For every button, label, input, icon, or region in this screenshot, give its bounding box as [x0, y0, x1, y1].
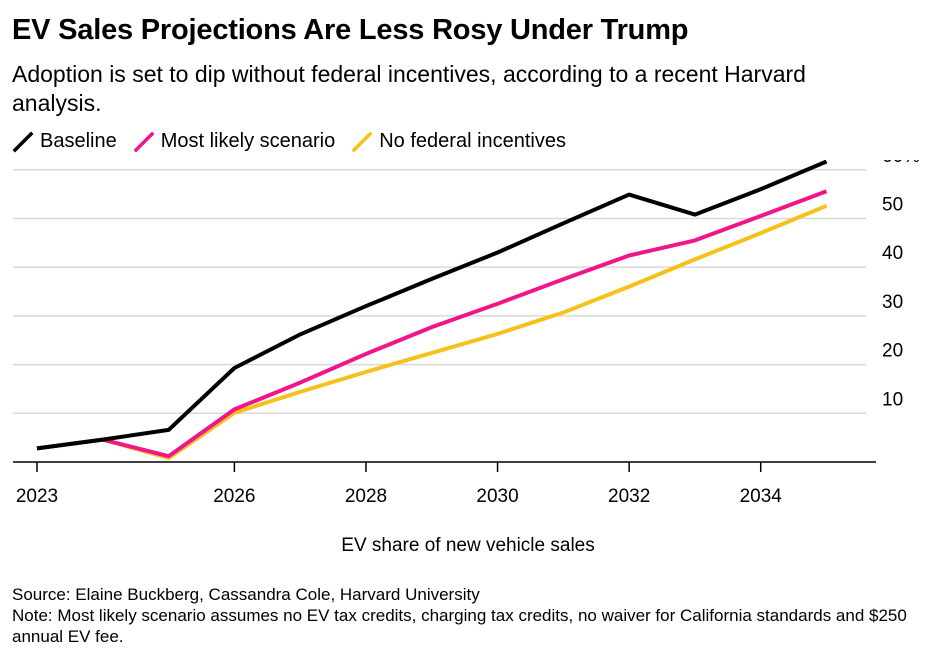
- legend-item-no-incentives: No federal incentives: [351, 130, 566, 153]
- legend-item-baseline: Baseline: [12, 130, 117, 153]
- series-line-no-federal-incentives: [36, 203, 828, 461]
- series-lines: [36, 160, 828, 461]
- x-tick-label-2028: 2028: [345, 486, 387, 507]
- y-axis-ticks: 10 20 30 40 50 60%: [882, 160, 920, 410]
- x-tick-label-2026: 2026: [213, 486, 255, 507]
- source-note: Source: Elaine Buckberg, Cassandra Cole,…: [12, 584, 912, 647]
- y-tick-label-30: 30: [882, 292, 903, 313]
- x-tick-label-2032: 2032: [608, 486, 650, 507]
- legend-swatch-most-likely: [133, 131, 155, 152]
- chart-title: EV Sales Projections Are Less Rosy Under…: [12, 14, 689, 46]
- x-tick-label-2034: 2034: [740, 486, 783, 507]
- legend-swatch-no-incentives: [351, 131, 373, 152]
- y-tick-label-50: 50: [882, 194, 903, 215]
- legend-item-most-likely: Most likely scenario: [133, 130, 336, 153]
- x-axis-ticks: 2023 2026 2028 2030 2032 2034: [16, 462, 782, 507]
- x-tick-label-2023: 2023: [16, 486, 58, 507]
- chart-legend: Baseline Most likely scenario No federal…: [12, 130, 582, 153]
- x-tick-label-2030: 2030: [476, 486, 518, 507]
- legend-label-no-incentives: No federal incentives: [379, 130, 567, 152]
- y-tick-label-10: 10: [882, 389, 903, 410]
- series-line-baseline: [36, 160, 828, 451]
- y-tick-label-60: 60%: [882, 160, 920, 167]
- legend-label-baseline: Baseline: [40, 130, 117, 152]
- note-text: Note: Most likely scenario assumes no EV…: [12, 606, 907, 646]
- x-axis-label: EV share of new vehicle sales: [341, 535, 595, 556]
- gridlines: [13, 168, 866, 415]
- y-tick-label-40: 40: [882, 243, 903, 264]
- y-tick-label-20: 20: [882, 341, 903, 362]
- series-line-most-likely-scenario: [36, 189, 828, 459]
- chart-subtitle: Adoption is set to dip without federal i…: [12, 61, 806, 116]
- legend-swatch-baseline: [12, 131, 34, 152]
- source-text: Source: Elaine Buckberg, Cassandra Cole,…: [12, 585, 480, 604]
- legend-label-most-likely: Most likely scenario: [160, 130, 336, 152]
